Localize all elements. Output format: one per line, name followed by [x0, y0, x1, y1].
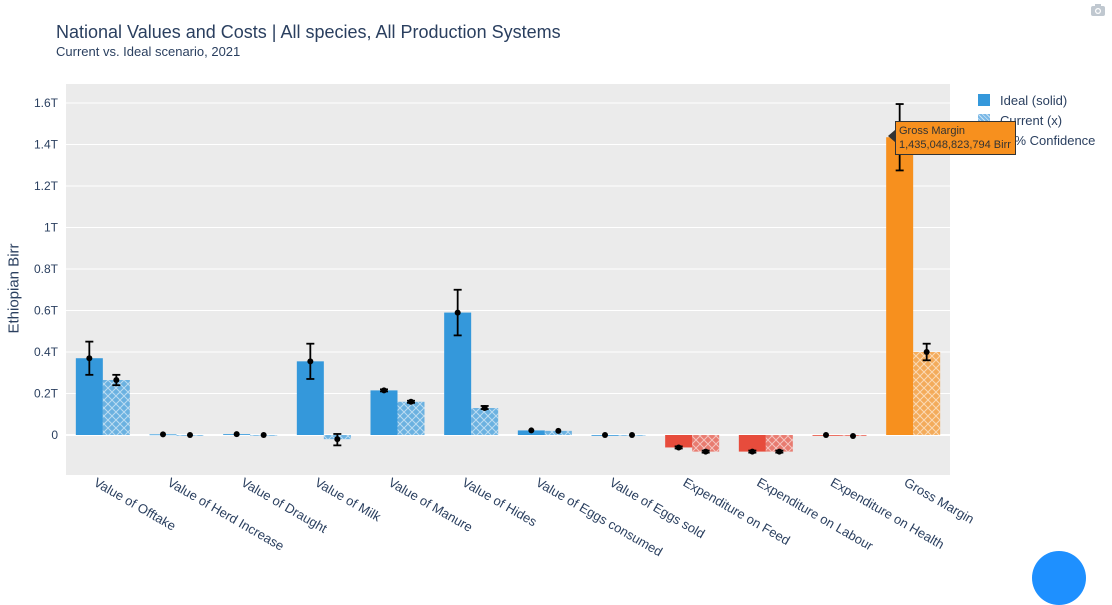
chart-title: National Values and Costs | All species,… — [56, 22, 561, 42]
bar-ideal[interactable] — [370, 390, 398, 435]
y-tick-label: 1.2T — [34, 179, 59, 193]
data-point — [776, 448, 783, 455]
data-point — [629, 432, 635, 438]
data-point — [86, 355, 93, 362]
bar-hatch — [913, 352, 941, 435]
data-point — [160, 431, 166, 438]
tooltip-pointer — [888, 130, 895, 142]
y-tick-label: 1.6T — [34, 96, 59, 110]
data-point — [923, 349, 930, 355]
data-point — [307, 358, 314, 365]
x-tick-label: Value of Eggs consumed — [533, 475, 665, 560]
chart-subtitle: Current vs. Ideal scenario, 2021 — [56, 44, 241, 59]
data-point — [602, 432, 608, 438]
bar-ideal[interactable] — [886, 137, 914, 436]
x-tick-label: Value of Offtake — [91, 475, 178, 534]
legend-label: 95% Confidence — [1000, 132, 1096, 148]
data-point — [454, 309, 461, 316]
bar-hatch — [692, 435, 720, 452]
x-tick-label: Expenditure on Labour — [754, 475, 876, 554]
legend-label: Ideal (solid) — [1000, 92, 1068, 108]
data-point — [334, 436, 341, 443]
data-point — [233, 431, 240, 438]
data-point — [850, 433, 856, 440]
data-point — [260, 432, 267, 438]
y-tick-label: 0.8T — [34, 262, 59, 276]
y-tick-label: 0.6T — [34, 304, 59, 318]
data-point — [481, 405, 488, 412]
data-point — [823, 432, 829, 438]
data-point — [702, 448, 709, 455]
tooltip-label: Gross Margin — [899, 125, 966, 137]
y-tick-label: 1.4T — [34, 138, 59, 152]
legend-item-ideal[interactable]: Ideal (solid) — [978, 90, 1095, 110]
camera-icon[interactable] — [1091, 4, 1105, 16]
y-tick-label: 0 — [51, 428, 58, 442]
data-point — [528, 427, 535, 434]
bar-hatch — [397, 401, 425, 435]
floating-action-button[interactable] — [1032, 551, 1086, 605]
bar-ideal[interactable] — [665, 435, 693, 448]
hover-tooltip: Gross Margin 1,435,048,823,794 Birr — [895, 121, 1016, 155]
bar-ideal[interactable] — [738, 435, 766, 452]
bar-hatch — [765, 435, 793, 452]
bar-hatch — [102, 380, 130, 435]
y-tick-label: 0.2T — [34, 387, 59, 401]
y-tick-label: 1T — [44, 221, 59, 235]
legend-swatch-solid — [978, 94, 990, 106]
bar-hatch — [471, 408, 499, 435]
bar-chart: 0 0.2T 0.4T 0.6T 0.8T 1T 1.2T 1.4T 1.6T Value of… — [34, 84, 977, 560]
x-tick-label: Value of Milk — [312, 475, 384, 525]
data-point — [408, 398, 414, 405]
data-point — [187, 432, 193, 438]
data-point — [749, 448, 756, 455]
y-tick-label: 0.4T — [34, 345, 59, 359]
data-point — [555, 427, 562, 434]
tooltip-value: 1,435,048,823,794 Birr — [899, 139, 1011, 151]
data-point — [381, 387, 387, 394]
data-point — [113, 377, 120, 384]
plot-background — [66, 84, 950, 475]
data-point — [675, 444, 682, 451]
